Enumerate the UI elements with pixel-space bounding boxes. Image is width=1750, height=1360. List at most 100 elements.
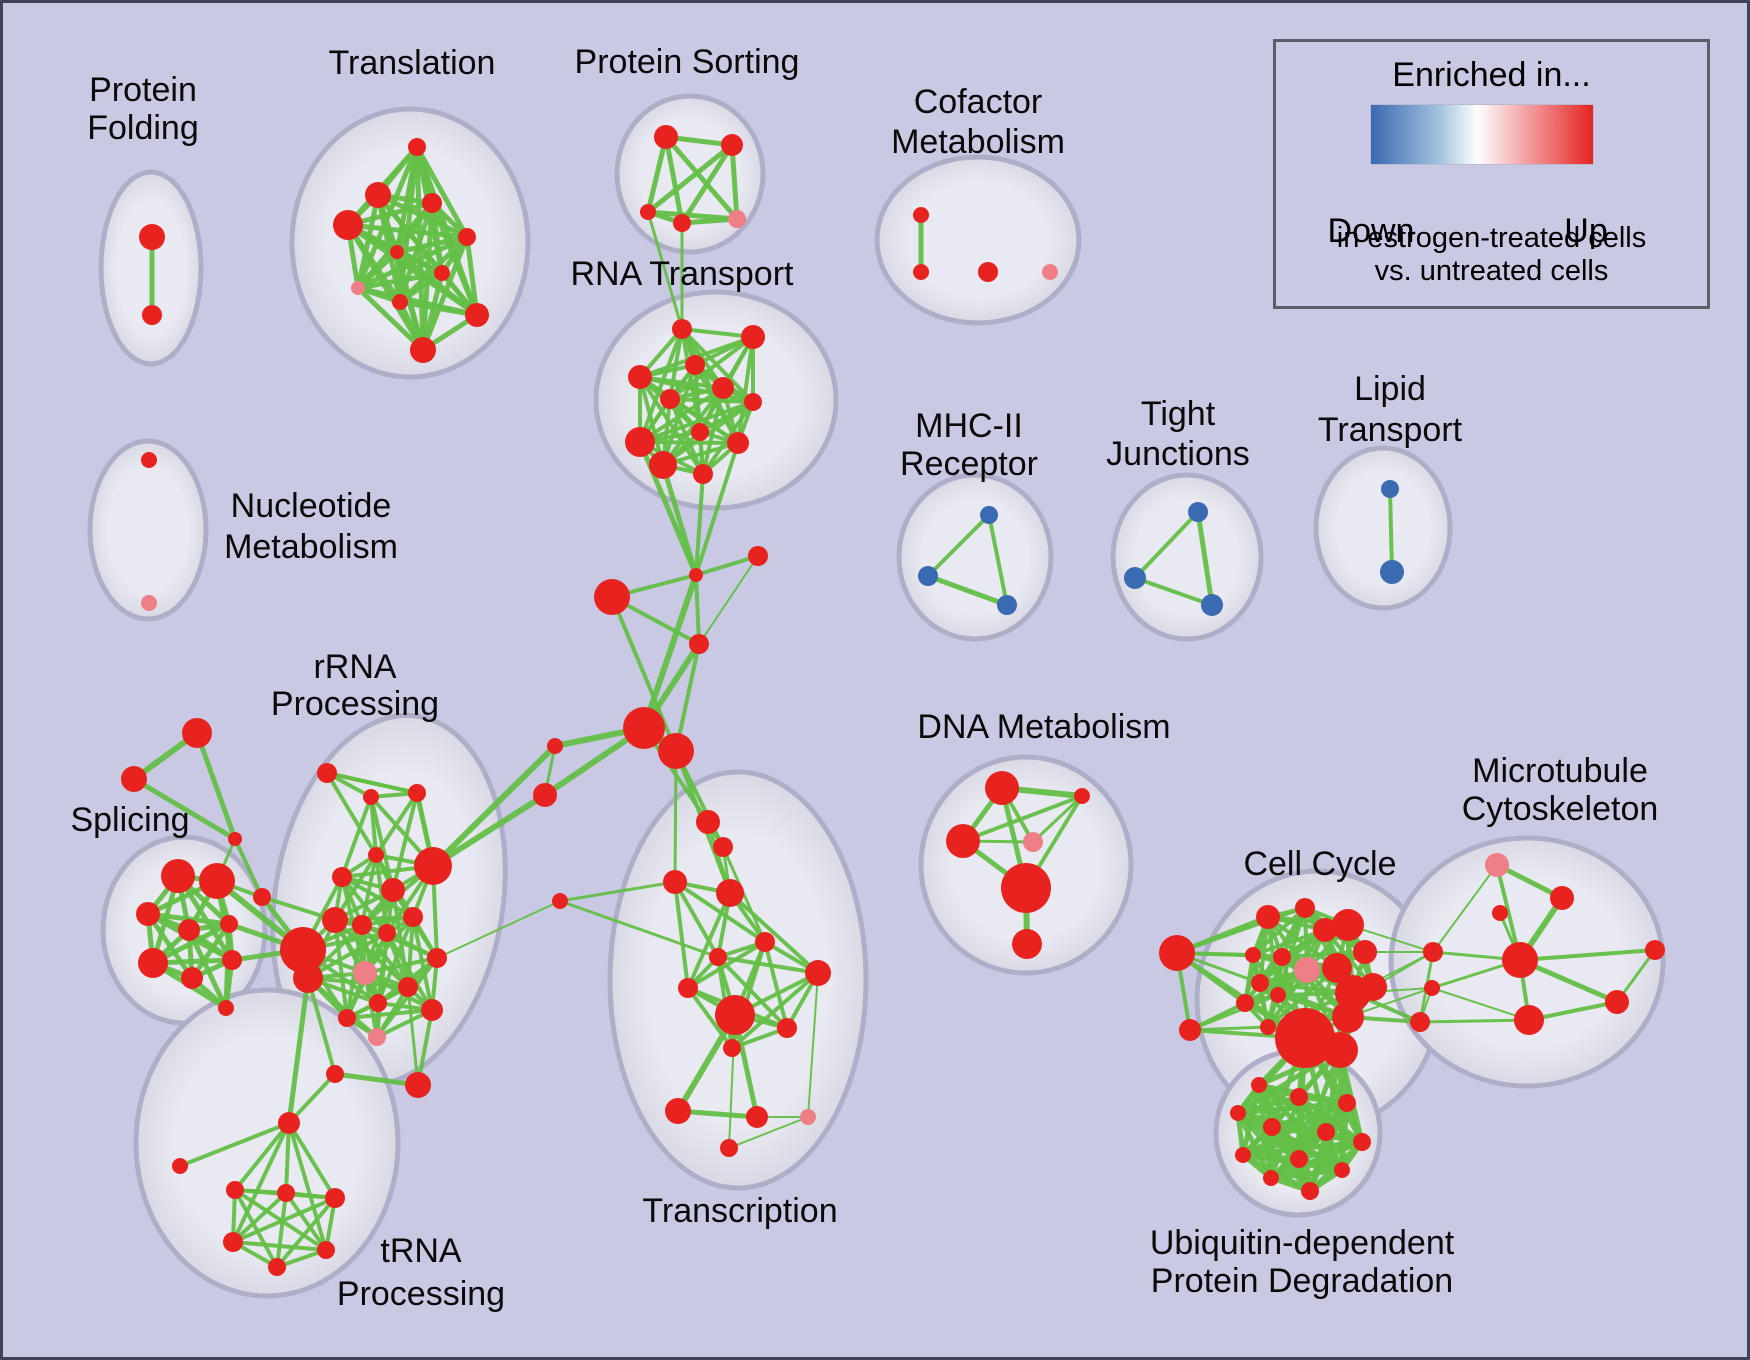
- edge-j1-c3: [694, 573, 701, 646]
- edge-rr17-rrG2: [306, 976, 379, 1039]
- node-tx9: [723, 1039, 741, 1057]
- label-rrna-processing: rRNA Processing: [271, 648, 439, 723]
- edge-s2-s3: [645, 142, 735, 215]
- label-protein-folding: Protein Folding: [87, 71, 199, 147]
- node-mtB: [1502, 942, 1538, 978]
- node-mt1: [1550, 886, 1574, 910]
- edge-tc-tx6: [558, 899, 720, 959]
- node-cf4: [1042, 264, 1058, 280]
- node-tj2: [1124, 567, 1146, 589]
- node-rr6: [381, 878, 405, 902]
- edge-cb-rrH: [430, 792, 548, 869]
- node-tri3: [228, 832, 242, 846]
- edge-rrB2-trH: [287, 1072, 337, 1125]
- edge-tc-rr13: [436, 900, 561, 959]
- node-rrB2: [326, 1065, 344, 1083]
- node-rr10: [403, 907, 423, 927]
- node-m3: [997, 595, 1017, 615]
- node-ub4: [1230, 1105, 1246, 1121]
- edge-cc3-cc5: [1251, 928, 1327, 957]
- edge-tj1-tj3: [1195, 509, 1215, 608]
- edge-j1-hub1: [641, 572, 699, 731]
- node-tx12: [746, 1106, 768, 1128]
- node-ccJ1: [1423, 942, 1443, 962]
- node-tx4: [716, 879, 744, 907]
- cluster-ellipse-cofactor-metabolism: [874, 154, 1082, 326]
- node-tn7: [268, 1258, 286, 1276]
- node-t6: [390, 245, 404, 259]
- legend-title: Enriched in...: [1392, 56, 1591, 94]
- edge-t7-t11: [420, 270, 445, 353]
- node-rr3: [408, 784, 426, 802]
- label-microtubule-cytoskeleton: Microtubule Cytoskeleton: [1462, 752, 1659, 828]
- edge-tx3-tx8: [673, 880, 690, 990]
- node-mt2: [1492, 905, 1508, 921]
- node-cc7: [1294, 957, 1320, 983]
- node-ccL2: [1179, 1019, 1201, 1041]
- node-sp9: [218, 1000, 234, 1016]
- edge-tn3-tn5: [231, 1191, 288, 1244]
- label-translation: Translation: [329, 44, 496, 82]
- edge-s3-r1: [646, 210, 684, 331]
- edge-tc-tx3: [558, 880, 677, 903]
- node-d6: [1012, 929, 1042, 959]
- node-t10: [465, 303, 489, 327]
- node-tx6: [709, 948, 727, 966]
- edge-t7-t8: [355, 270, 445, 291]
- edge-t5-t11: [420, 234, 470, 353]
- edge-tn1-trH: [178, 1121, 291, 1168]
- edge-j1-c1: [694, 554, 760, 577]
- node-cc17: [1410, 1012, 1430, 1032]
- edge-ub10-ccH2: [1337, 1047, 1345, 1173]
- edge-tj2-tj3: [1133, 576, 1214, 607]
- node-rr4: [368, 847, 384, 863]
- node-cc3: [1313, 918, 1337, 942]
- node-r4: [628, 365, 652, 389]
- node-t5: [458, 228, 476, 246]
- node-tn4: [325, 1188, 345, 1208]
- edge-r6-r9: [638, 386, 725, 444]
- node-rr8: [352, 915, 372, 935]
- edge-tx11-tx12: [675, 1108, 760, 1120]
- nodes: [121, 125, 1665, 1276]
- label-dna-metabolism: DNA Metabolism: [917, 708, 1170, 746]
- edge-tn4-tn7: [275, 1196, 337, 1269]
- node-rr11: [353, 961, 377, 985]
- edge-t5-t6: [394, 234, 470, 255]
- node-txH: [715, 995, 755, 1035]
- label-cofactor-metabolism: Cofactor Metabolism: [891, 83, 1065, 161]
- edge-trH-tn3: [284, 1121, 291, 1195]
- node-ccL: [1159, 935, 1195, 971]
- node-tx10: [777, 1018, 797, 1038]
- cluster-ellipse-lipid-transport: [1313, 445, 1453, 611]
- edge-rr10-rr12: [406, 915, 415, 989]
- cluster-ellipse-protein-sorting: [614, 93, 766, 255]
- edge-ub9-ccH2: [1296, 1047, 1343, 1162]
- edge-rr10-rr14: [376, 915, 415, 1005]
- node-m1: [980, 506, 998, 524]
- edge-tx2-tx5: [721, 845, 767, 944]
- node-ub3: [1338, 1094, 1356, 1112]
- node-t1: [408, 138, 426, 156]
- edge-ca-rrH: [430, 743, 558, 869]
- node-nm2: [141, 595, 157, 611]
- node-r2: [741, 325, 765, 349]
- node-cc16: [1332, 1001, 1364, 1033]
- node-tx11: [665, 1098, 691, 1124]
- legend-box: Enriched in... Down Up in estrogen-treat…: [1273, 39, 1710, 309]
- node-cc5: [1245, 947, 1261, 963]
- node-cc2: [1295, 898, 1315, 918]
- edge-rr10-rr11: [363, 915, 415, 975]
- node-r3: [685, 355, 705, 375]
- node-tj3: [1201, 594, 1223, 616]
- node-rr1: [317, 763, 337, 783]
- node-r9: [625, 427, 655, 457]
- node-j1: [689, 568, 703, 582]
- node-d4: [1023, 832, 1043, 852]
- node-hub1: [623, 707, 665, 749]
- edge-c1-c3: [698, 555, 759, 645]
- node-t11: [410, 337, 436, 363]
- edge-cc6-cc9: [1280, 950, 1367, 959]
- node-ub6: [1317, 1123, 1335, 1141]
- node-rr14: [369, 994, 387, 1012]
